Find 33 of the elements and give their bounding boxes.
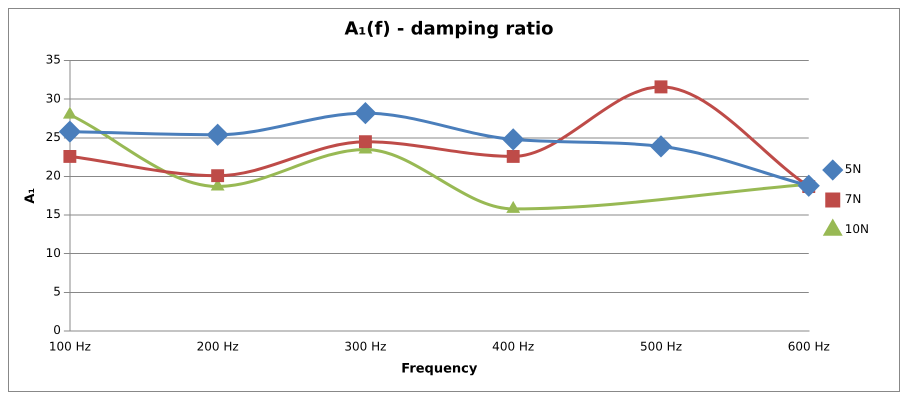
legend-label: 7N (844, 192, 862, 206)
y-tick-label: 15 (46, 207, 61, 222)
point (506, 150, 520, 163)
legend-label: 10N (844, 222, 870, 236)
y-tick-label: 30 (46, 91, 61, 106)
y-axis-title: A₁ (23, 188, 38, 204)
x-tick-label: 400 Hz (492, 339, 534, 354)
point (64, 108, 76, 119)
x-tick-label: 600 Hz (788, 339, 830, 354)
point (207, 124, 228, 146)
y-tick-label: 35 (46, 52, 61, 67)
y-tick-label: 10 (46, 246, 61, 260)
x-tick-label: 500 Hz (640, 339, 682, 354)
y-tick-label: 0 (53, 323, 61, 338)
point (358, 135, 372, 148)
y-tick-label: 20 (46, 168, 61, 183)
x-tick-label: 300 Hz (344, 339, 386, 354)
point (502, 128, 524, 150)
point (59, 121, 80, 142)
x-axis-title: Frequency (401, 362, 478, 377)
x-tick-label: 100 Hz (48, 339, 91, 354)
chart-title: A₁(f) - damping ratio (344, 18, 554, 40)
point (63, 150, 76, 163)
x-tick-label: 200 Hz (196, 339, 239, 354)
point (211, 169, 224, 182)
point (354, 102, 376, 124)
point (650, 136, 672, 157)
point (798, 175, 820, 196)
point (507, 202, 520, 213)
y-tick-label: 25 (46, 130, 61, 144)
y-tick-label: 5 (53, 284, 61, 298)
legend-label: 5N (844, 162, 862, 176)
point (654, 80, 668, 94)
